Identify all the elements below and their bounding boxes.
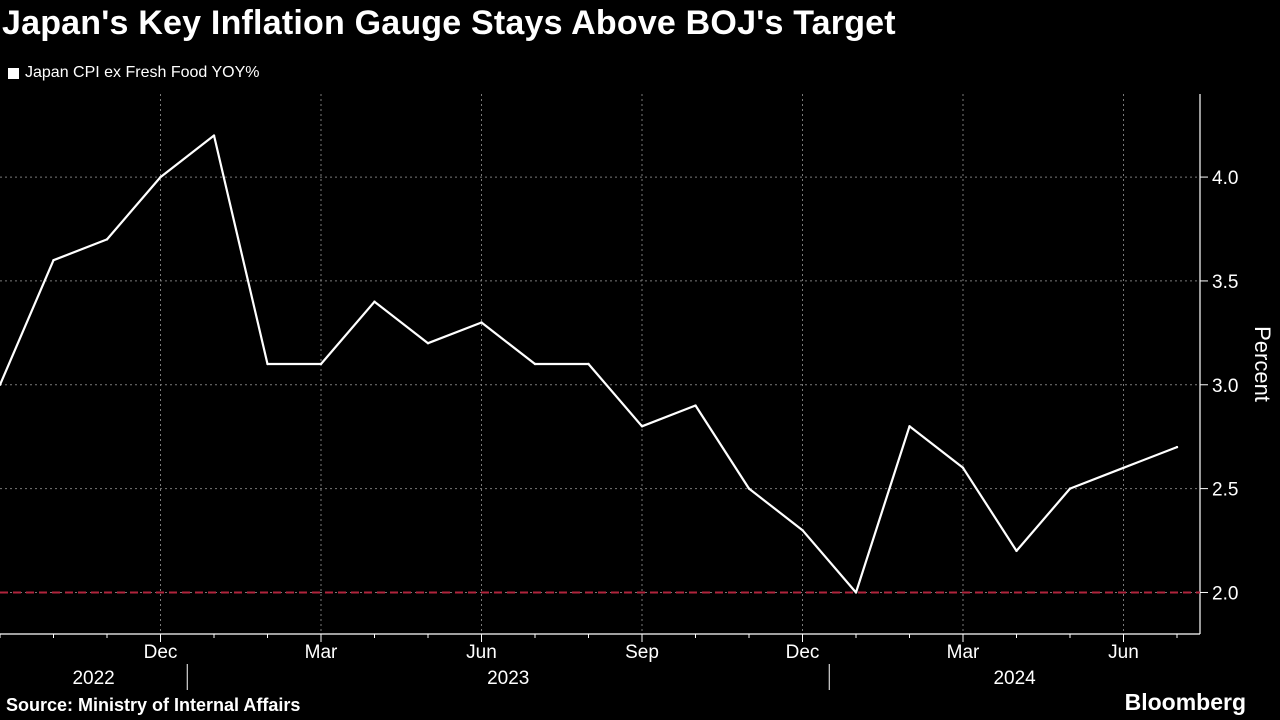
y-tick-label: 3.5 <box>1212 272 1238 293</box>
data-point <box>319 362 323 366</box>
data-point <box>747 487 751 490</box>
data-point <box>480 321 483 324</box>
y-axis-label: Percent <box>1250 326 1275 402</box>
x-tick-label: Sep <box>625 642 659 663</box>
data-point <box>212 134 216 137</box>
data-point <box>908 425 911 428</box>
x-tick-label: Jun <box>466 642 497 663</box>
data-point <box>854 591 858 594</box>
brand-logo: Bloomberg <box>1124 689 1246 715</box>
data-point <box>1175 445 1179 449</box>
data-point <box>373 300 376 303</box>
data-point <box>961 466 965 470</box>
x-tick-label: Dec <box>786 642 820 663</box>
y-tick-label: 2.0 <box>1212 583 1238 604</box>
data-point <box>105 238 109 241</box>
tick-labels: 2.0 2.5 3.0 3.5 4.0 Dec Mar Jun Sep Dec Mar Jun 2022… <box>72 168 1275 689</box>
chart-title: Japan's Key Inflation Gauge Stays Above … <box>2 4 896 42</box>
gridlines <box>0 94 1200 634</box>
x-tick-label: Mar <box>947 642 980 663</box>
data-point <box>0 383 2 386</box>
data-point <box>1068 487 1072 490</box>
data-point <box>587 362 590 366</box>
data-point <box>266 362 269 366</box>
y-tick-label: 2.5 <box>1212 480 1238 501</box>
legend-swatch <box>8 67 19 79</box>
x-tick-label: Dec <box>144 642 178 663</box>
axes <box>0 94 1208 690</box>
data-point <box>52 258 55 262</box>
legend: Japan CPI ex Fresh Food YOY% <box>8 64 259 82</box>
series-layer <box>0 134 1179 594</box>
year-label: 2024 <box>993 668 1036 689</box>
data-point <box>159 175 162 179</box>
data-point <box>1015 549 1018 553</box>
data-point <box>1122 466 1125 470</box>
source-note: Source: Ministry of Internal Affairs <box>6 695 301 715</box>
year-label: 2022 <box>72 668 114 689</box>
data-point <box>533 362 537 366</box>
y-tick-label: 3.0 <box>1212 376 1238 397</box>
x-tick-label: Mar <box>305 642 338 663</box>
data-point <box>426 342 430 345</box>
y-tick-label: 4.0 <box>1212 168 1238 189</box>
x-tick-label: Jun <box>1108 642 1139 663</box>
data-point <box>801 528 804 532</box>
year-label: 2023 <box>487 668 529 689</box>
data-point <box>640 425 644 428</box>
data-point <box>694 404 697 407</box>
legend-label: Japan CPI ex Fresh Food YOY% <box>25 64 260 81</box>
